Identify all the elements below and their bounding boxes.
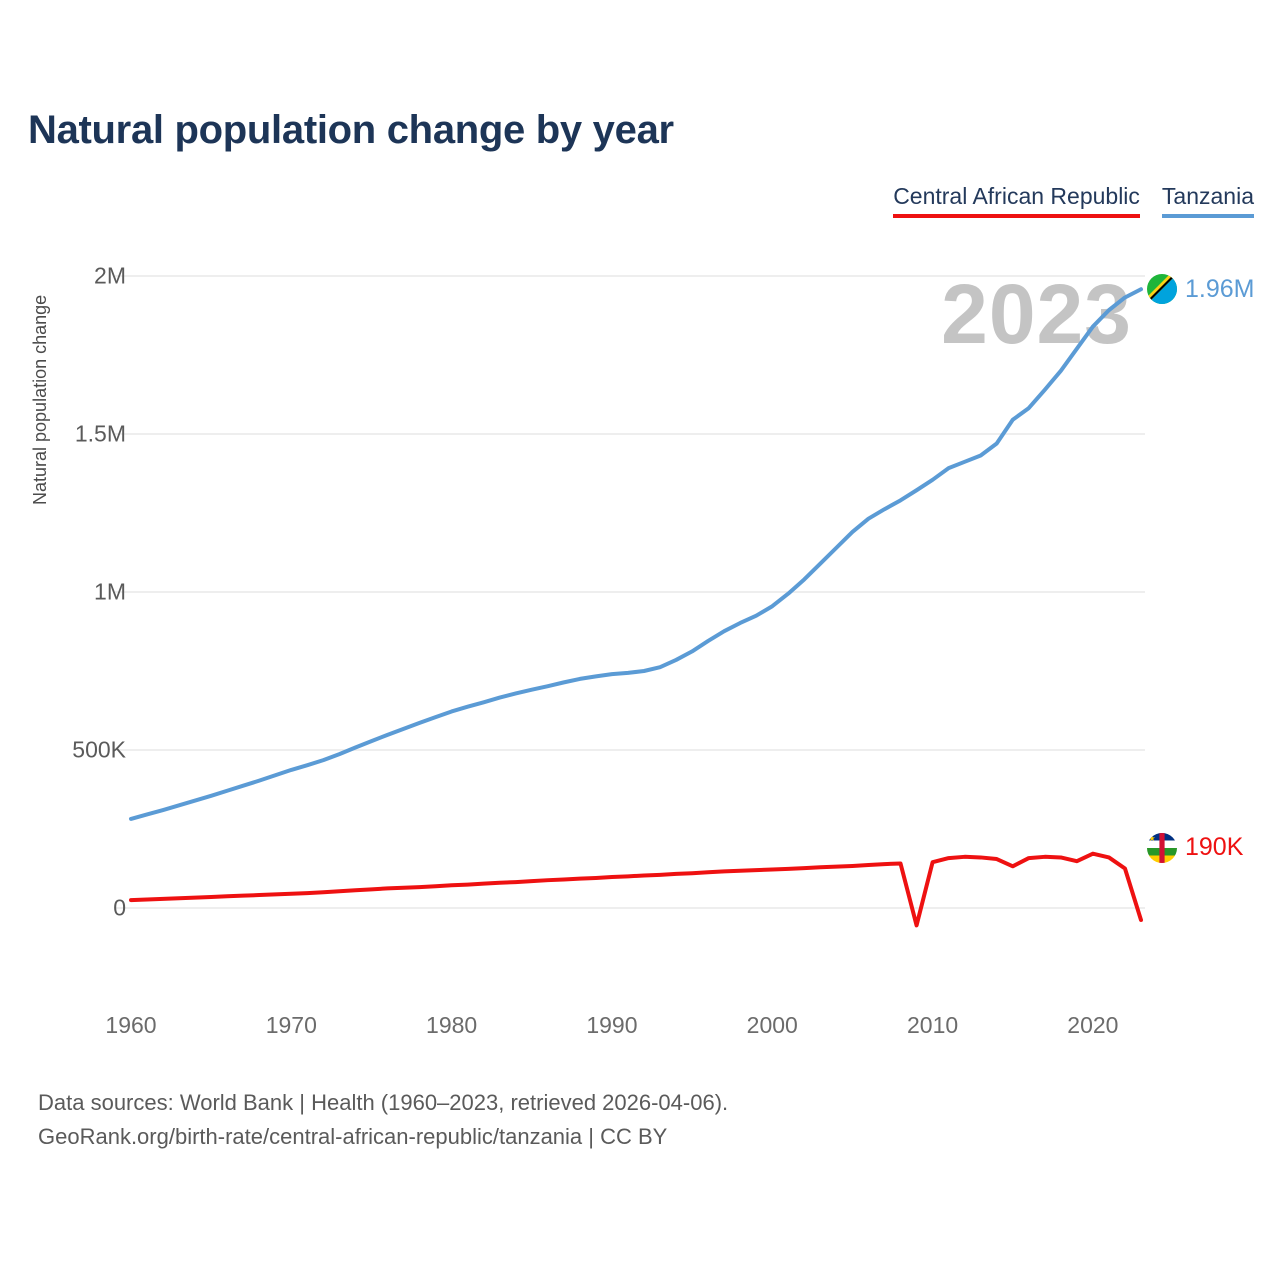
y-tick-label: 500K — [72, 736, 126, 763]
legend-label: Tanzania — [1161, 183, 1254, 209]
end-value-text: 190K — [1185, 833, 1244, 862]
central-african-republic-flag-icon — [1147, 832, 1177, 863]
footer-line-2: GeoRank.org/birth-rate/central-african-r… — [38, 1124, 668, 1150]
end-label-central-african-republic: 190K — [1147, 832, 1244, 863]
legend-label: Central African Republic — [893, 183, 1140, 209]
page-title: Natural population change by year — [28, 108, 674, 152]
end-label-tanzania: 1.96M — [1147, 274, 1255, 305]
y-tick-label: 2M — [94, 262, 126, 289]
footer-line-1: Data sources: World Bank | Health (1960–… — [38, 1090, 729, 1115]
x-tick-label: 1960 — [105, 1012, 157, 1038]
x-tick-label: 1990 — [586, 1012, 638, 1038]
legend-item-central-african-republic[interactable]: Central African Republic — [893, 183, 1140, 219]
x-tick-label: 2000 — [746, 1012, 798, 1038]
year-watermark: 2023 — [941, 267, 1132, 361]
legend-item-tanzania[interactable]: Tanzania — [1161, 183, 1254, 219]
legend: Central African Republic Tanzania — [893, 183, 1254, 219]
y-tick-label: 1.5M — [74, 420, 126, 447]
line-central-african-republic — [129, 851, 1143, 928]
y-tick-label: 1M — [94, 578, 126, 605]
footer-attribution: Data sources: World Bank | Health (1960–… — [38, 1086, 728, 1154]
x-tick-label: 2020 — [1067, 1012, 1119, 1038]
y-tick-label: 0 — [113, 894, 126, 921]
end-value-text: 1.96M — [1185, 274, 1255, 303]
line-tanzania — [129, 287, 1143, 821]
x-tick-label: 1980 — [426, 1012, 478, 1038]
x-tick-label: 1970 — [265, 1012, 317, 1038]
x-tick-label: 2010 — [906, 1012, 959, 1038]
tanzania-flag-icon — [1147, 274, 1177, 305]
